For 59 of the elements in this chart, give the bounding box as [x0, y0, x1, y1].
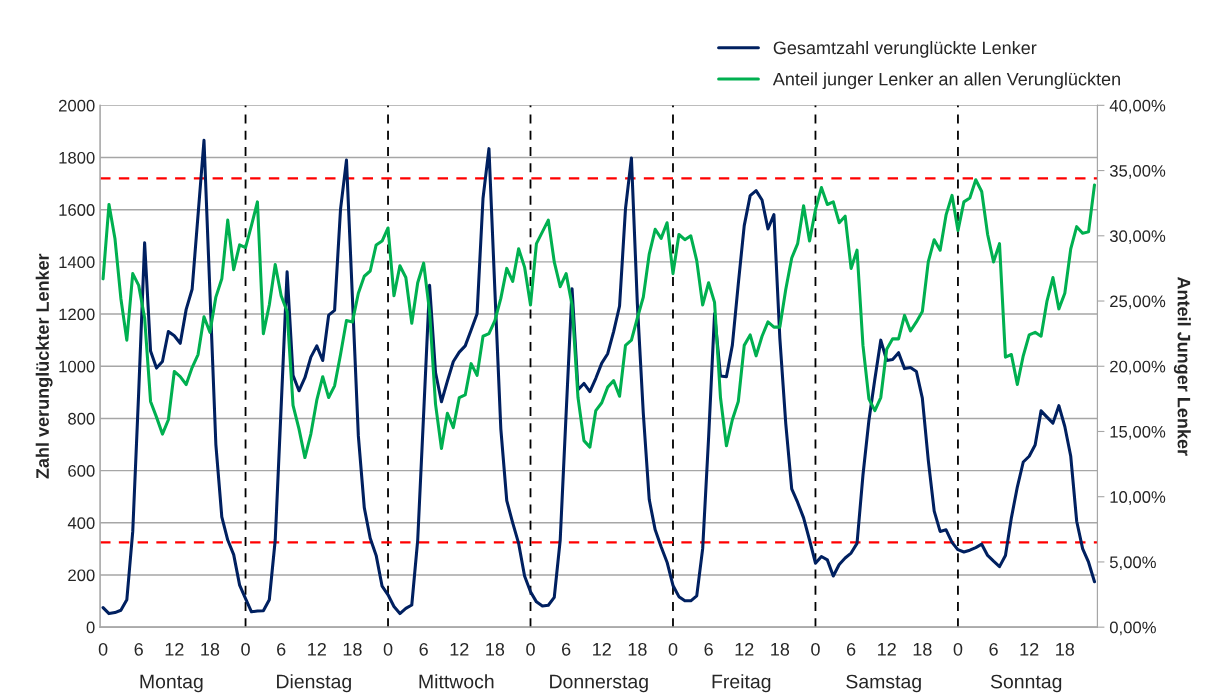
y2-tick-label: 20,00% [1110, 360, 1166, 375]
y-tick-label: 0 [86, 621, 95, 634]
x-tick-label: 0 [953, 642, 963, 656]
y2-tick-label: 0,00% [1109, 621, 1156, 636]
legend-label: Anteil junger Lenker an allen Verunglückten [772, 72, 1120, 90]
y2-tick-label: 40,00% [1109, 99, 1166, 114]
x-tick-label: 0 [383, 642, 393, 656]
y-tick-label: 1600 [59, 204, 95, 216]
x-tick-label: 0 [526, 642, 535, 656]
y2-tick-label: 30,00% [1109, 230, 1166, 244]
y2-tick-label: 35,00% [1109, 164, 1166, 179]
y2-tick-label: 15,00% [1110, 425, 1166, 440]
x-tick-label: 18 [201, 642, 220, 656]
y-tick-label: 1800 [59, 151, 95, 164]
x-tick-label: 6 [419, 642, 428, 656]
y-tick-label: 800 [68, 412, 95, 425]
x-tick-label: 12 [878, 642, 896, 656]
x-tick-label: 18 [1056, 642, 1075, 656]
y-tick-label: 1200 [59, 308, 95, 321]
y2-tick-label: 10,00% [1110, 491, 1166, 505]
x-tick-label: 6 [134, 642, 143, 656]
x-tick-label: 0 [811, 642, 820, 656]
text: Mittwoch [419, 674, 494, 689]
text: Dienstag [277, 674, 351, 693]
x-tick-label: 18 [343, 642, 362, 656]
x-tick-label: 0 [98, 642, 108, 656]
text: Freitag [712, 674, 771, 693]
x-tick-label: 18 [771, 642, 790, 656]
legend-label: Gesamtzahl verunglückte Lenker [773, 40, 1037, 58]
text: Donnerstag [550, 674, 648, 693]
y-axis-title: Zahl verunglückter Lenker [35, 253, 53, 479]
y-tick-label: 600 [68, 465, 95, 477]
text: Samstag [846, 674, 921, 693]
y-tick-label: 400 [67, 517, 95, 529]
x-tick-label: 12 [593, 642, 611, 656]
y-tick-label: 1400 [59, 256, 95, 269]
x-tick-label: 12 [1020, 642, 1039, 656]
x-tick-label: 12 [165, 642, 184, 656]
text: Sonntag [990, 674, 1062, 693]
x-tick-label: 18 [913, 642, 932, 656]
y2-axis-title: Anteil Junger Lenker [1173, 276, 1191, 456]
y-tick-label: 200 [68, 569, 95, 582]
x-tick-label: 6 [846, 642, 856, 656]
x-tick-label: 0 [241, 642, 250, 656]
x-tick-label: 6 [989, 642, 998, 656]
x-tick-label: 0 [668, 642, 678, 656]
x-tick-label: 6 [562, 642, 571, 656]
x-tick-label: 18 [628, 642, 647, 656]
y2-tick-label: 5,00% [1109, 556, 1156, 571]
x-tick-label: 18 [486, 642, 505, 656]
text: Montag [140, 674, 203, 693]
y2-tick-label: 25,00% [1110, 295, 1166, 310]
x-tick-label: 12 [735, 642, 754, 656]
x-tick-label: 12 [450, 642, 469, 656]
y-tick-label: 2000 [59, 99, 95, 112]
y-tick-label: 1000 [59, 360, 95, 373]
x-tick-label: 12 [308, 642, 326, 656]
x-tick-label: 6 [704, 642, 713, 656]
x-tick-label: 6 [277, 642, 286, 656]
